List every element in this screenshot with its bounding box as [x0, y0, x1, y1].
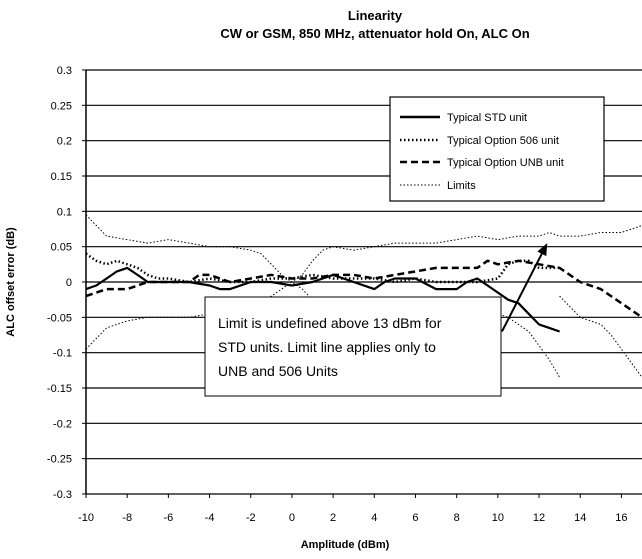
chart-title: Linearity	[348, 8, 403, 23]
y-tick-label: -0.25	[47, 454, 72, 466]
legend: Typical STD unit Typical Option 506 unit…	[389, 96, 605, 202]
series-line-2	[85, 259, 642, 319]
legend-label-limits: Limits	[447, 180, 476, 192]
x-tick-labels: -10 -8 -6 -4 -2 0 2 4 6 8 10 12 14 16	[78, 512, 627, 524]
x-tick-label: 10	[492, 512, 504, 524]
x-axis-label: Amplitude (dBm)	[301, 539, 390, 551]
legend-label-506: Typical Option 506 unit	[447, 135, 559, 147]
x-tick-label: -4	[205, 512, 215, 524]
x-tick-label: 2	[330, 512, 336, 524]
x-tick-label: 14	[574, 512, 586, 524]
x-tick-label: 16	[615, 512, 627, 524]
series-line-0	[85, 266, 560, 333]
annotation-arrow	[501, 253, 543, 332]
x-tick-label: -10	[78, 512, 94, 524]
annotation-arrowhead	[537, 243, 548, 257]
y-tick-label: 0.15	[51, 171, 72, 183]
y-tick-label: 0	[66, 277, 72, 289]
y-tick-label: -0.3	[53, 489, 72, 501]
x-tick-label: 8	[454, 512, 460, 524]
y-tick-label: 0.3	[57, 65, 72, 77]
y-tick-label: 0.2	[57, 136, 72, 148]
x-tick-label: -6	[163, 512, 173, 524]
y-tick-label: -0.2	[53, 418, 72, 430]
y-tick-labels: 0.3 0.25 0.2 0.15 0.1 0.05 0 -0.05 -0.1 -0.15 -0.2…	[47, 65, 72, 501]
series-line-3	[85, 214, 642, 283]
series-line-3	[559, 295, 642, 378]
y-tick-label: -0.1	[53, 348, 72, 360]
legend-box	[389, 96, 605, 202]
y-tick-label: -0.15	[47, 383, 72, 395]
y-tick-label: 0.25	[51, 100, 72, 112]
annotation: Limit is undefined above 13 dBm for STD …	[204, 243, 548, 397]
series-line-1	[85, 252, 560, 284]
y-tick-label: 0.1	[57, 206, 72, 218]
annotation-line-2: STD units. Limit line applies only to	[218, 339, 436, 355]
legend-label-std: Typical STD unit	[447, 112, 527, 124]
annotation-line-1: Limit is undefined above 13 dBm for	[218, 315, 442, 331]
x-tick-label: -2	[246, 512, 256, 524]
x-tick-label: 12	[533, 512, 545, 524]
y-axis-label: ALC offset error (dB)	[5, 227, 17, 337]
annotation-line-3: UNB and 506 Units	[218, 363, 338, 379]
legend-label-unb: Typical Option UNB unit	[447, 157, 564, 169]
chart-subtitle: CW or GSM, 850 MHz, attenuator hold On, …	[220, 26, 529, 41]
x-tick-label: 4	[371, 512, 377, 524]
x-tick-label: 6	[412, 512, 418, 524]
x-tick-label: -8	[122, 512, 132, 524]
y-tick-label: -0.05	[47, 312, 72, 324]
x-tick-label: 0	[289, 512, 295, 524]
annotation-box	[204, 296, 502, 397]
y-tick-label: 0.05	[51, 242, 72, 254]
